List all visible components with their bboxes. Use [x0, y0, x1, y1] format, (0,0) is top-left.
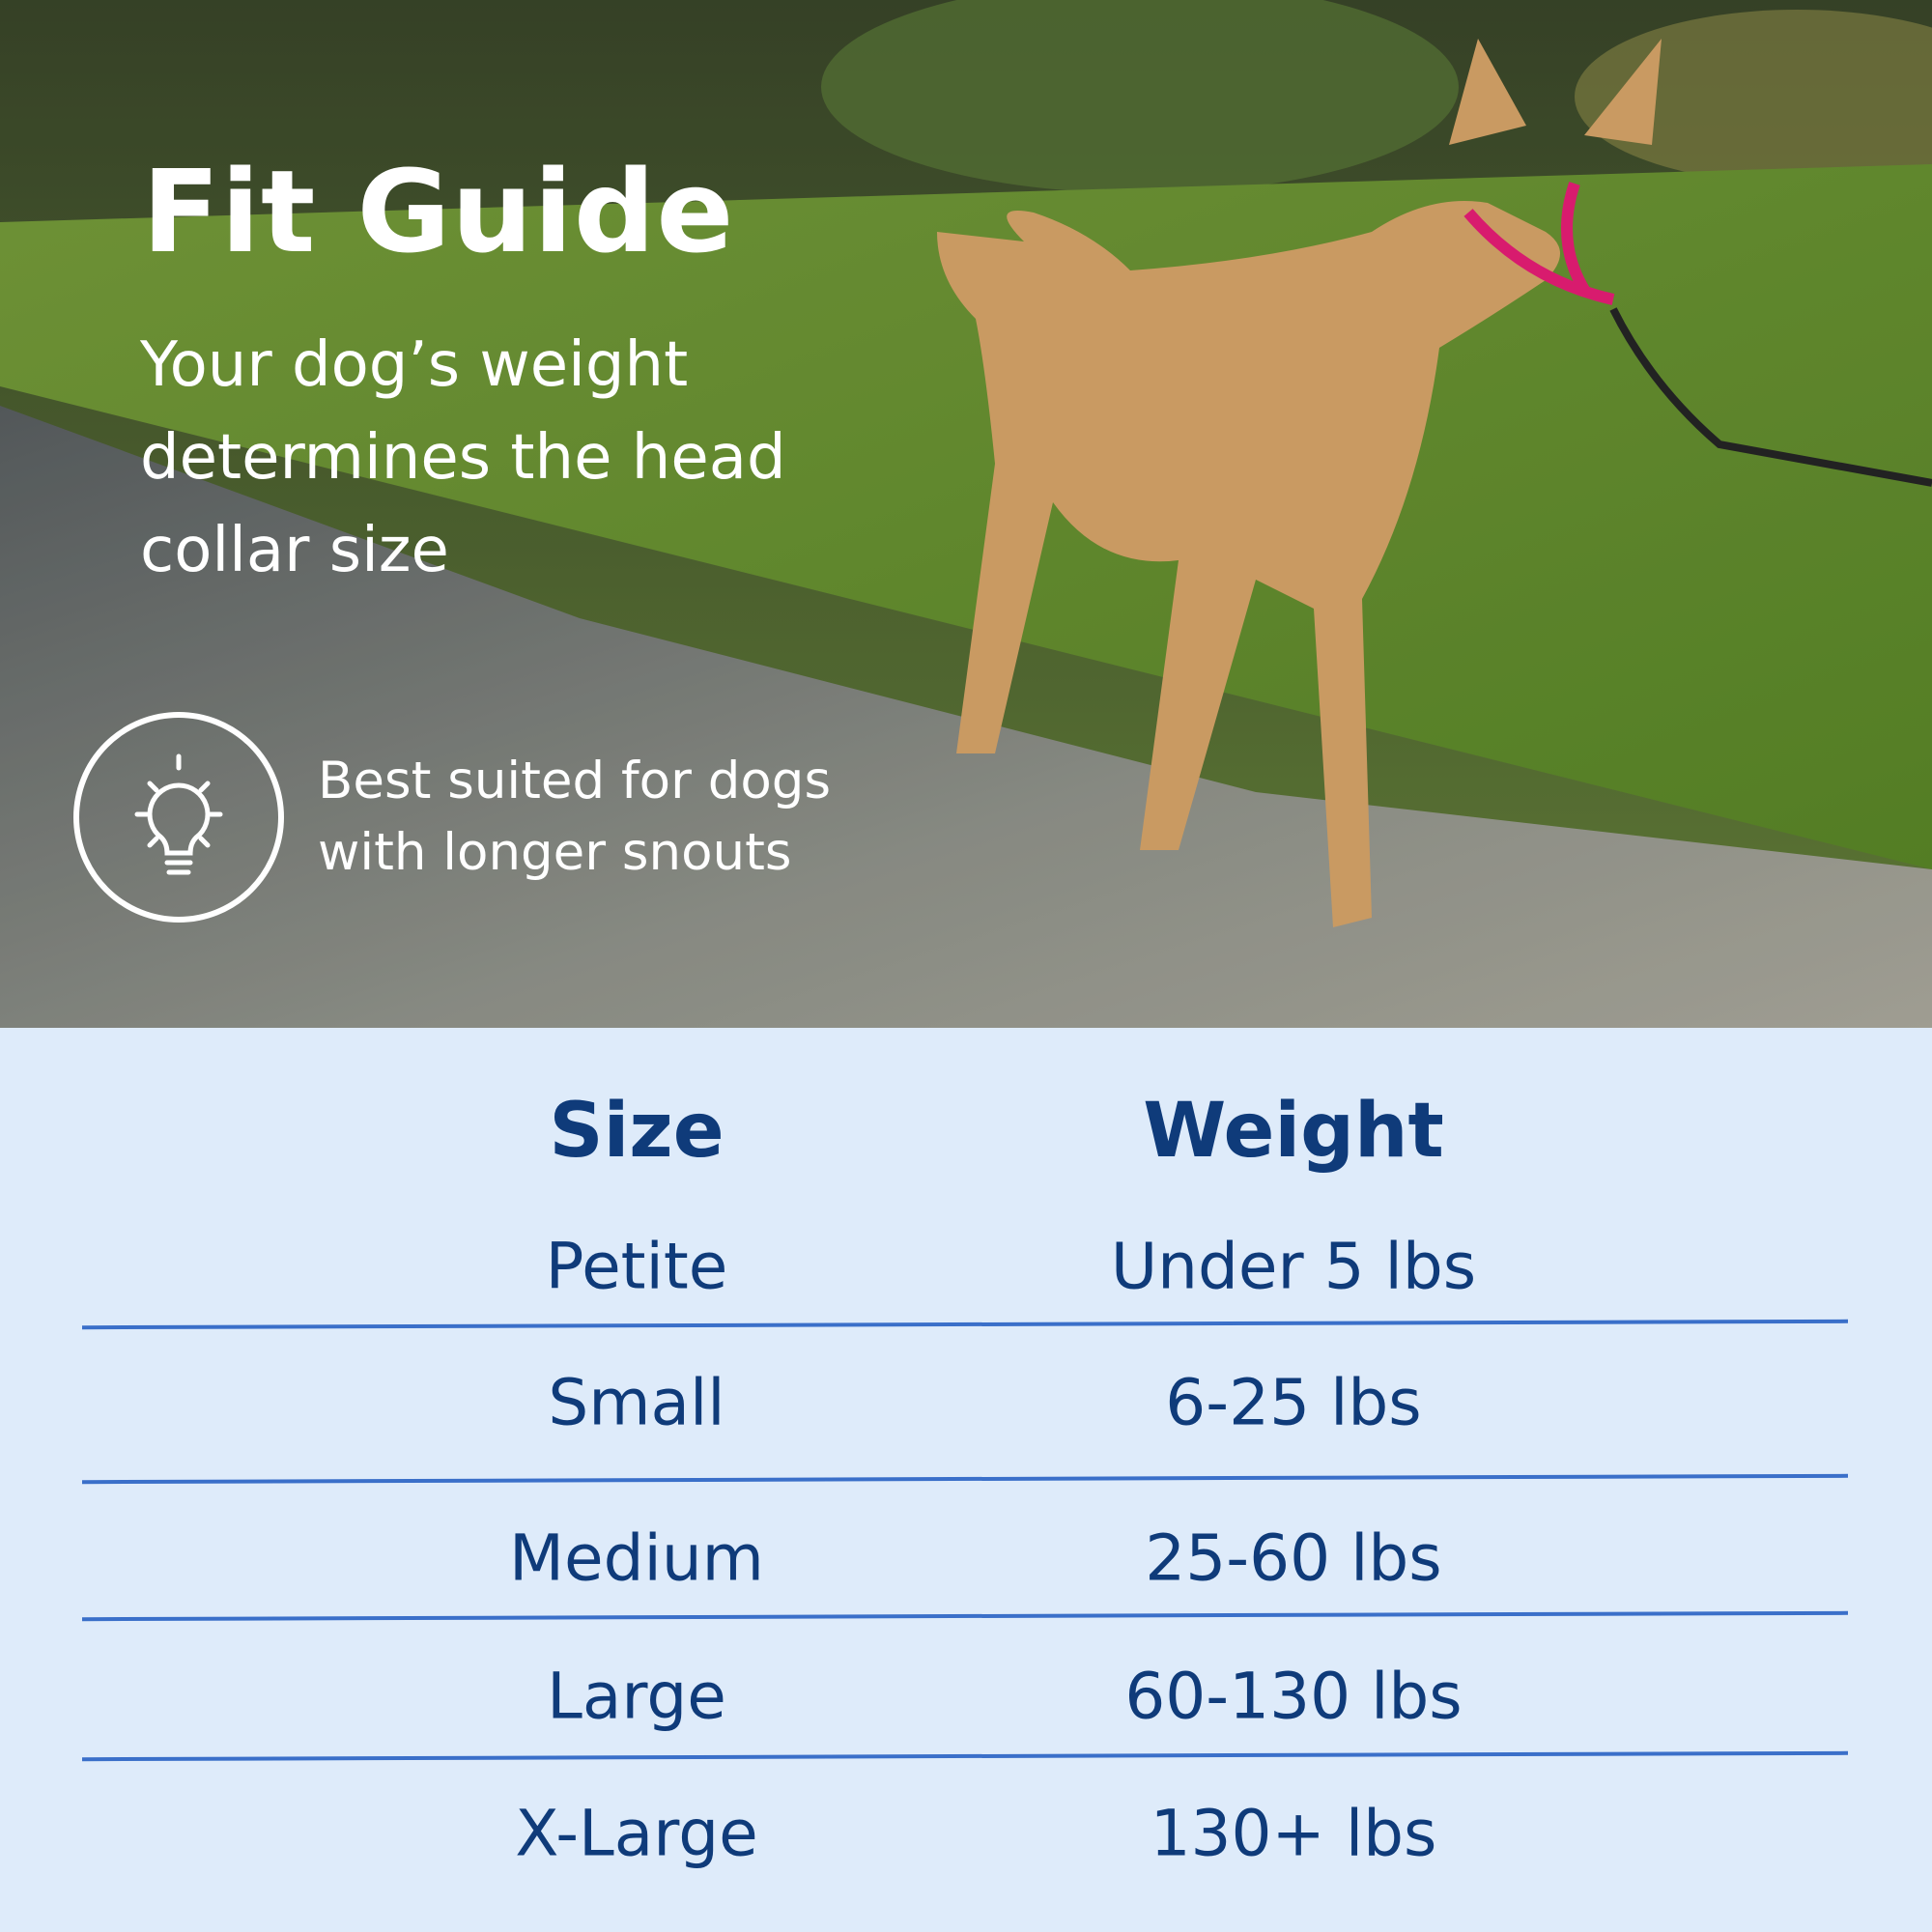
header-size: Size	[549, 1088, 724, 1175]
row-weight: 25-60 lbs	[1145, 1520, 1442, 1596]
row-divider	[81, 1750, 1849, 1762]
hero-photo	[0, 0, 1932, 1028]
row-weight: 6-25 lbs	[1165, 1365, 1422, 1440]
tip-text: Best suited for dogs with longer snouts	[318, 752, 832, 882]
row-size: Petite	[545, 1229, 728, 1304]
row-weight: 60-130 lbs	[1124, 1659, 1463, 1734]
lightbulb-icon	[73, 712, 284, 923]
row-divider	[81, 1319, 1849, 1330]
row-divider	[81, 1473, 1849, 1485]
header-weight: Weight	[1143, 1088, 1444, 1175]
row-size: Large	[547, 1659, 726, 1734]
row-size: Medium	[509, 1520, 764, 1596]
subtitle: Your dog’s weight determines the head co…	[140, 329, 786, 586]
page-title: Fit Guide	[142, 145, 735, 278]
row-weight: 130+ lbs	[1150, 1796, 1437, 1871]
row-weight: Under 5 lbs	[1110, 1229, 1477, 1304]
row-size: Small	[548, 1365, 725, 1440]
dog-on-sidewalk-image	[0, 0, 1932, 1028]
size-table: Size Weight Petite Under 5 lbs Small 6-2…	[0, 1028, 1932, 1932]
row-size: X-Large	[515, 1796, 758, 1871]
row-divider	[81, 1610, 1849, 1622]
